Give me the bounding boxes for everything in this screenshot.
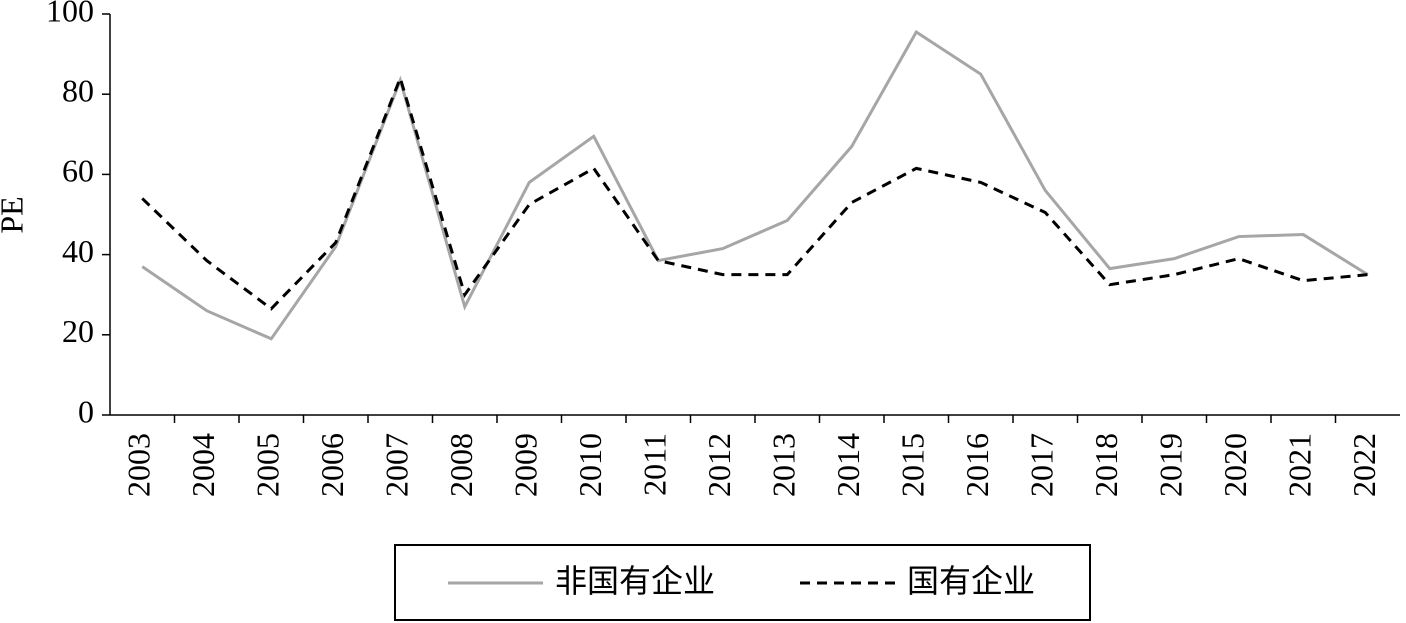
line-series <box>141 29 1369 341</box>
x-tick-label: 2006 <box>314 433 350 497</box>
legend-label: 非国有企业 <box>555 562 715 600</box>
x-tick-label: 2019 <box>1153 433 1189 497</box>
x-tick-label: 2016 <box>959 433 995 497</box>
x-tick-label: 2020 <box>1217 433 1253 497</box>
line-series <box>141 73 1368 311</box>
x-tick-label: 2014 <box>830 433 866 497</box>
y-tick-label: 60 <box>62 153 94 189</box>
legend-label: 国有企业 <box>907 562 1035 600</box>
x-tick-label: 2022 <box>1346 433 1382 497</box>
x-tick-label: 2009 <box>508 433 544 497</box>
x-tick-label: 2010 <box>572 433 608 497</box>
x-tick-label: 2013 <box>766 433 802 497</box>
y-tick-label: 20 <box>62 313 94 349</box>
x-tick-label: 2018 <box>1088 433 1124 497</box>
x-tick-label: 2008 <box>443 433 479 497</box>
x-tick-label: 2017 <box>1024 433 1060 497</box>
x-tick-label: 2012 <box>701 433 737 497</box>
x-tick-label: 2005 <box>250 433 286 497</box>
y-tick-label: 80 <box>62 73 94 109</box>
x-tick-label: 2004 <box>185 433 221 497</box>
legend-box <box>394 544 1091 621</box>
y-tick-label: 0 <box>78 393 94 429</box>
y-tick-label: 100 <box>46 0 94 28</box>
x-tick-label: 2011 <box>637 433 673 496</box>
y-axis-label: PE <box>0 196 29 233</box>
y-tick-label: 40 <box>62 233 94 269</box>
x-tick-label: 2015 <box>895 433 931 497</box>
x-tick-label: 2003 <box>121 433 157 497</box>
x-tick-label: 2007 <box>379 433 415 497</box>
x-tick-label: 2021 <box>1282 433 1318 497</box>
